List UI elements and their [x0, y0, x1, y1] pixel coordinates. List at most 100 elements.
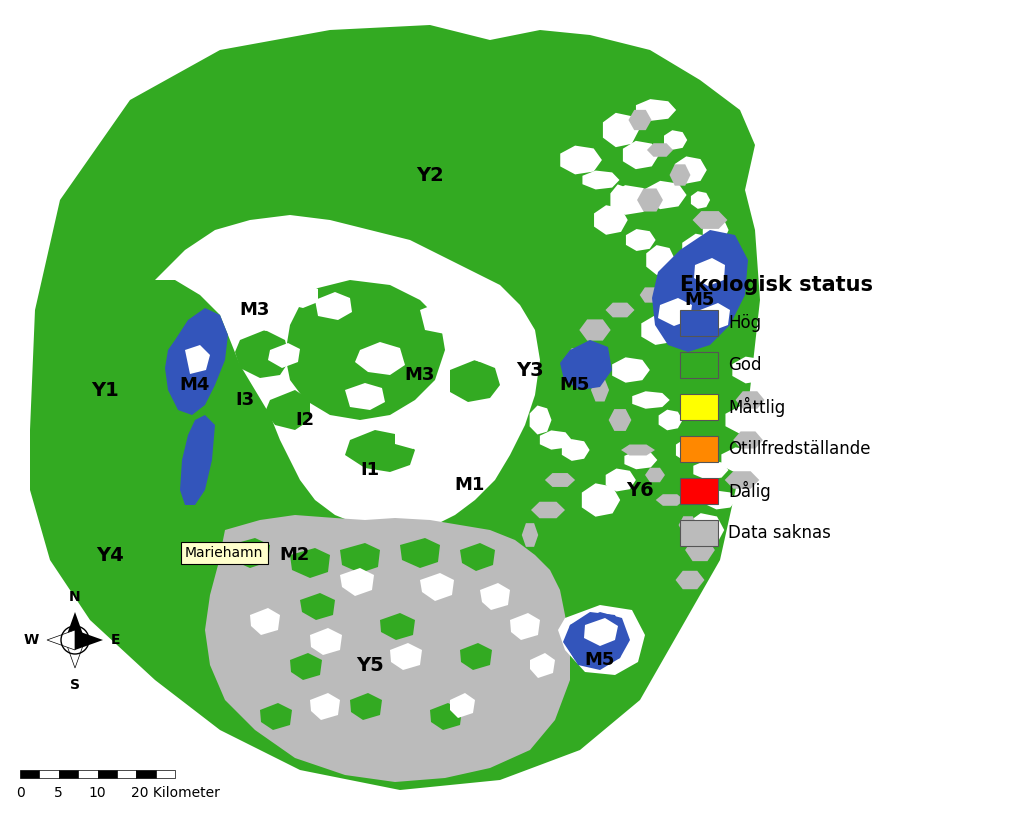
Text: Måttlig: Måttlig [728, 397, 785, 417]
Polygon shape [655, 494, 684, 506]
Polygon shape [560, 145, 602, 175]
Polygon shape [175, 302, 215, 332]
Polygon shape [645, 468, 665, 482]
Polygon shape [230, 538, 270, 568]
Polygon shape [721, 448, 761, 473]
Text: Y3: Y3 [516, 360, 544, 380]
Polygon shape [591, 379, 609, 402]
Polygon shape [694, 258, 725, 286]
Polygon shape [641, 315, 681, 345]
Bar [680, 436, 718, 462]
Polygon shape [400, 538, 440, 568]
Text: I2: I2 [296, 411, 314, 429]
Polygon shape [205, 515, 570, 782]
Polygon shape [285, 280, 445, 420]
Text: Y2: Y2 [416, 165, 443, 185]
Polygon shape [265, 390, 310, 430]
Text: Hög: Hög [728, 314, 761, 332]
Polygon shape [285, 283, 318, 308]
Polygon shape [691, 192, 710, 209]
Text: E: E [111, 633, 121, 647]
Text: M3: M3 [240, 301, 270, 319]
Polygon shape [625, 451, 657, 470]
Text: M5: M5 [585, 651, 615, 669]
Polygon shape [185, 345, 210, 374]
Polygon shape [460, 643, 492, 670]
Polygon shape [350, 693, 382, 720]
Polygon shape [612, 357, 650, 383]
Polygon shape [530, 653, 555, 678]
Polygon shape [529, 406, 552, 434]
Polygon shape [640, 287, 660, 302]
Polygon shape [380, 613, 415, 640]
Polygon shape [345, 430, 415, 472]
Polygon shape [637, 188, 663, 212]
Text: M5: M5 [560, 376, 590, 394]
Polygon shape [420, 302, 460, 334]
Polygon shape [675, 156, 707, 184]
Polygon shape [658, 410, 683, 430]
Text: S: S [70, 678, 80, 692]
Polygon shape [702, 216, 729, 244]
Polygon shape [155, 215, 540, 530]
Bar [680, 352, 718, 378]
Bar [156, 770, 175, 778]
Polygon shape [450, 693, 475, 718]
Polygon shape [234, 330, 290, 378]
Polygon shape [310, 628, 342, 655]
Text: 5: 5 [54, 786, 63, 800]
Bar [680, 520, 718, 546]
Text: I1: I1 [360, 461, 380, 479]
Polygon shape [430, 703, 462, 730]
Polygon shape [268, 343, 300, 368]
Text: Data saknas: Data saknas [728, 524, 830, 542]
Polygon shape [679, 517, 697, 533]
Polygon shape [460, 333, 495, 362]
Polygon shape [345, 383, 385, 410]
Bar [117, 770, 136, 778]
Polygon shape [30, 25, 760, 790]
Bar [39, 770, 58, 778]
Text: M5: M5 [685, 291, 715, 309]
Polygon shape [250, 308, 280, 331]
Text: Dålig: Dålig [728, 481, 771, 501]
Bar [680, 478, 718, 504]
Polygon shape [676, 438, 706, 462]
Polygon shape [594, 205, 628, 235]
Polygon shape [603, 113, 639, 147]
Polygon shape [664, 130, 687, 150]
Polygon shape [460, 543, 495, 571]
Polygon shape [621, 444, 655, 455]
Bar [680, 310, 718, 336]
Polygon shape [390, 643, 422, 670]
Polygon shape [355, 342, 406, 375]
Polygon shape [330, 308, 378, 342]
Polygon shape [75, 630, 103, 650]
Bar [20, 770, 39, 778]
Polygon shape [636, 99, 676, 121]
Polygon shape [682, 234, 720, 266]
Polygon shape [685, 539, 715, 561]
Polygon shape [688, 513, 724, 547]
Polygon shape [531, 501, 565, 518]
Polygon shape [700, 303, 730, 331]
Polygon shape [290, 548, 330, 578]
Polygon shape [725, 471, 759, 489]
Polygon shape [290, 653, 322, 680]
Polygon shape [733, 432, 763, 449]
Polygon shape [563, 349, 597, 372]
Polygon shape [701, 272, 740, 288]
Text: 10: 10 [89, 786, 106, 800]
Text: I3: I3 [236, 391, 255, 409]
Bar [680, 394, 718, 420]
Polygon shape [395, 424, 428, 449]
Polygon shape [558, 605, 645, 675]
Polygon shape [340, 543, 380, 573]
Polygon shape [692, 211, 727, 228]
Polygon shape [310, 433, 345, 458]
Bar [97, 770, 117, 778]
Polygon shape [626, 229, 655, 251]
Polygon shape [480, 583, 510, 610]
Bar [58, 770, 78, 778]
Text: Otillfredställande: Otillfredställande [728, 440, 870, 458]
